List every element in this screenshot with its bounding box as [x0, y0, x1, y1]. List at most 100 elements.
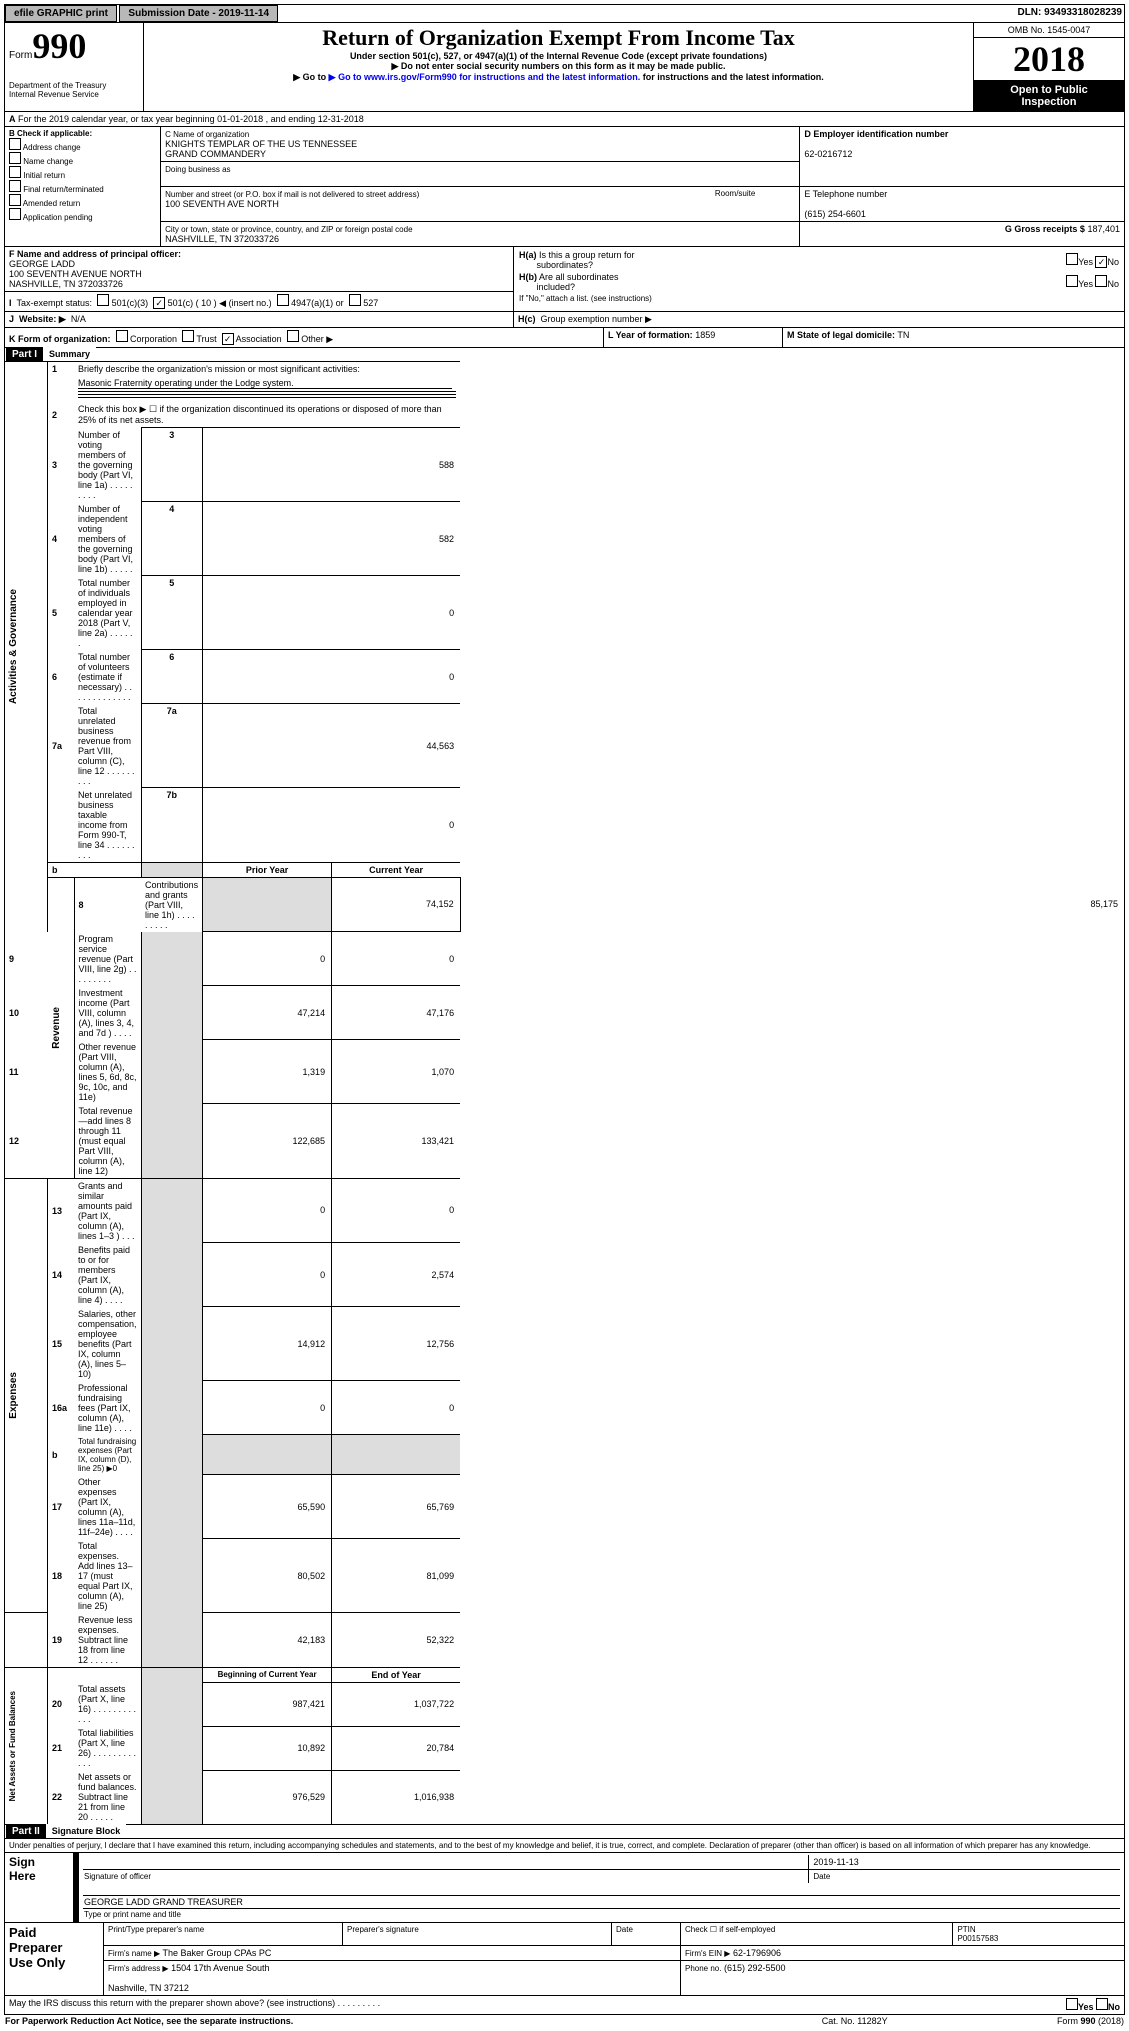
- v5: 0: [203, 576, 461, 650]
- part2-hdr: Part II: [6, 1824, 46, 1839]
- l5: Total number of individuals employed in …: [74, 576, 141, 650]
- typed-label: Type or print name and title: [83, 1909, 1120, 1921]
- v7b: 0: [203, 788, 461, 863]
- gross: 187,401: [1087, 224, 1120, 234]
- l21: Total liabilities (Part X, line 26) . . …: [74, 1726, 141, 1770]
- l22: Net assets or fund balances. Subtract li…: [74, 1770, 141, 1825]
- sig-date: 2019-11-13: [809, 1855, 1120, 1870]
- i-501c[interactable]: ✓: [153, 297, 165, 309]
- l16a: Professional fundraising fees (Part IX, …: [74, 1381, 141, 1435]
- line-a: A For the 2019 calendar year, or tax yea…: [5, 112, 1125, 127]
- c16: 0: [332, 1381, 461, 1435]
- sub1: Under section 501(c), 527, or 4947(a)(1)…: [148, 51, 969, 61]
- current-hdr: Current Year: [369, 865, 423, 875]
- p14: 0: [203, 1243, 332, 1307]
- side-na: Net Assets or Fund Balances: [6, 1687, 19, 1805]
- firm-ein: 62-1796906: [733, 1948, 781, 1958]
- prior-hdr: Prior Year: [246, 865, 288, 875]
- city: NASHVILLE, TN 372033726: [165, 234, 279, 244]
- cat: Cat. No. 11282Y: [766, 2015, 944, 2027]
- c-name-label: C Name of organization: [165, 130, 249, 139]
- c21: 20,784: [332, 1726, 461, 1770]
- discuss-q: May the IRS discuss this return with the…: [5, 1996, 953, 2015]
- g-label: G Gross receipts $: [1005, 224, 1085, 234]
- l15: Salaries, other compensation, employee b…: [74, 1307, 141, 1381]
- part1-hdr: Part I: [6, 347, 43, 362]
- pra: For Paperwork Reduction Act Notice, see …: [4, 2015, 766, 2027]
- i-501c3[interactable]: [97, 294, 109, 306]
- i-527[interactable]: [349, 294, 361, 306]
- hb-no[interactable]: [1095, 275, 1107, 287]
- firm-phone: (615) 292-5500: [724, 1963, 786, 1973]
- l20: Total assets (Part X, line 16) . . . . .…: [74, 1682, 141, 1726]
- c14: 2,574: [332, 1243, 461, 1307]
- k-label: K Form of organization:: [9, 334, 111, 344]
- p13: 0: [203, 1178, 332, 1243]
- v4: 582: [203, 502, 461, 576]
- j-label: Website: ▶: [19, 314, 66, 324]
- discuss-no[interactable]: [1096, 1998, 1108, 2010]
- c15: 12,756: [332, 1307, 461, 1381]
- l4: Number of independent voting members of …: [74, 502, 141, 576]
- l12: Total revenue—add lines 8 through 11 (mu…: [74, 1104, 141, 1179]
- chk-name[interactable]: [9, 152, 21, 164]
- ph-label: Phone no.: [685, 1964, 721, 1973]
- phone: (615) 254-6601: [804, 209, 866, 219]
- k-corp[interactable]: [116, 330, 128, 342]
- hc-label: H(c) Group exemption number ▶: [514, 312, 1125, 328]
- i-4947[interactable]: [277, 294, 289, 306]
- hb-note: If "No," attach a list. (see instruction…: [518, 293, 1120, 304]
- ha-yes[interactable]: [1066, 253, 1078, 265]
- omb: OMB No. 1545-0047: [974, 23, 1124, 38]
- chk-address[interactable]: [9, 138, 21, 150]
- k-other[interactable]: [287, 330, 299, 342]
- ha-no[interactable]: ✓: [1095, 256, 1107, 268]
- ptin-label: PTIN: [957, 1925, 975, 1934]
- p16: 0: [203, 1381, 332, 1435]
- k-assoc[interactable]: ✓: [222, 333, 234, 345]
- chk-pending[interactable]: [9, 208, 21, 220]
- chk-amended[interactable]: [9, 194, 21, 206]
- l-label: L Year of formation:: [608, 330, 693, 340]
- street: 100 SEVENTH AVE NORTH: [165, 199, 279, 209]
- c11: 1,070: [332, 1040, 461, 1104]
- website: N/A: [71, 314, 86, 324]
- l13: Grants and similar amounts paid (Part IX…: [74, 1178, 141, 1243]
- chk-self[interactable]: Check ☐ if self-employed: [681, 1923, 953, 1946]
- hb-label: H(b) Are all subordinates included?: [518, 271, 929, 293]
- l11: Other revenue (Part VIII, column (A), li…: [74, 1040, 141, 1104]
- dept: Department of the Treasury Internal Reve…: [9, 81, 139, 99]
- efile-btn[interactable]: efile GRAPHIC print: [5, 5, 117, 22]
- discuss-yes[interactable]: [1066, 1998, 1078, 2010]
- ein: 62-0216712: [804, 149, 852, 159]
- ptin: P00157583: [957, 1934, 998, 1943]
- c22: 1,016,938: [332, 1770, 461, 1825]
- end-hdr: End of Year: [371, 1670, 420, 1680]
- l14: Benefits paid to or for members (Part IX…: [74, 1243, 141, 1307]
- dba-label: Doing business as: [165, 165, 230, 174]
- org-name: KNIGHTS TEMPLAR OF THE US TENNESSEE GRAN…: [165, 139, 357, 159]
- side-exp: Expenses: [6, 1368, 21, 1423]
- pdt-label: Date: [612, 1923, 681, 1946]
- l7b: Net unrelated business taxable income fr…: [74, 788, 141, 863]
- hb-yes[interactable]: [1066, 275, 1078, 287]
- b-label: B Check if applicable:: [9, 129, 92, 138]
- sub3: ▶ Go to ▶ Go to www.irs.gov/Form990 for …: [148, 72, 969, 83]
- f-label: F Name and address of principal officer:: [9, 249, 181, 259]
- subdate-btn: Submission Date - 2019-11-14: [119, 5, 278, 22]
- paid-label: Paid Preparer Use Only: [5, 1923, 104, 1996]
- p10: 47,214: [203, 986, 332, 1040]
- city-label: City or town, state or province, country…: [165, 225, 412, 234]
- c17: 65,769: [332, 1475, 461, 1539]
- form-number: 990: [32, 26, 86, 66]
- c13: 0: [332, 1178, 461, 1243]
- chk-initial[interactable]: [9, 166, 21, 178]
- c20: 1,037,722: [332, 1682, 461, 1726]
- c9: 0: [332, 932, 461, 986]
- chk-final[interactable]: [9, 180, 21, 192]
- v6: 0: [203, 650, 461, 704]
- l2: Check this box ▶ ☐ if the organization d…: [74, 402, 460, 428]
- k-trust[interactable]: [182, 330, 194, 342]
- l18: Total expenses. Add lines 13–17 (must eq…: [74, 1539, 141, 1613]
- c10: 47,176: [332, 986, 461, 1040]
